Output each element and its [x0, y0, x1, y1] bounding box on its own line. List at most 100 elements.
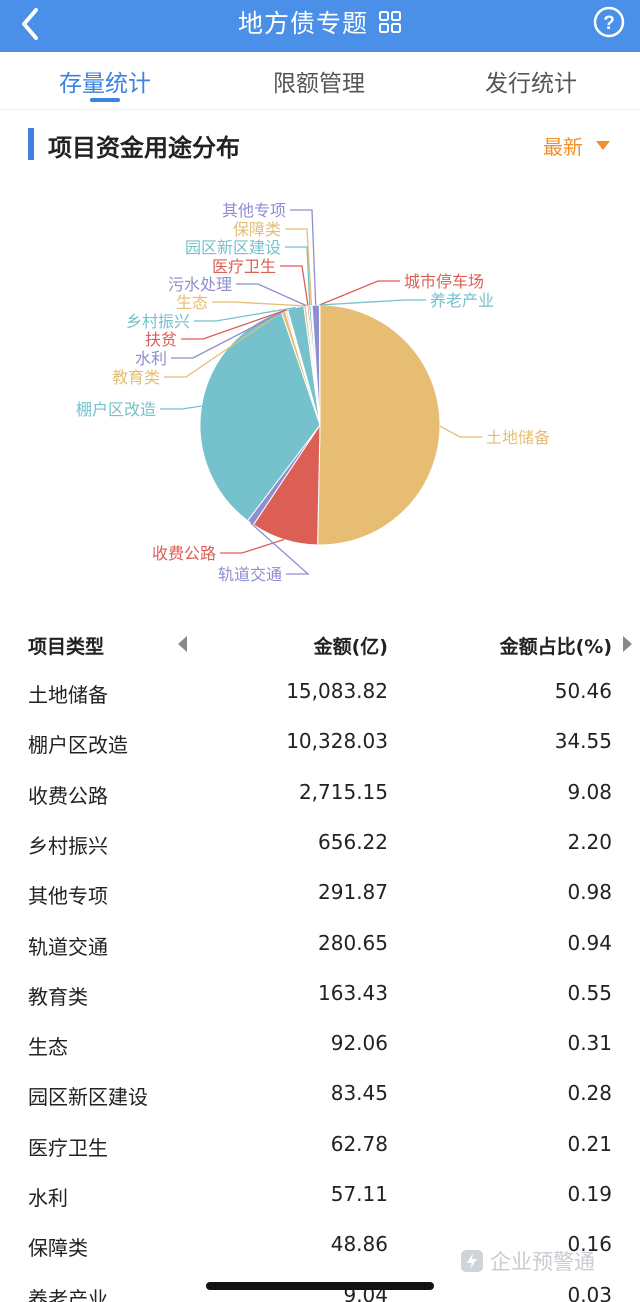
- slice-label-10: 医疗卫生: [212, 257, 276, 276]
- table-row[interactable]: 轨道交通 280.65 0.94: [0, 931, 640, 981]
- project-type-cell: 收费公路: [28, 783, 108, 808]
- svg-text:?: ?: [603, 13, 615, 34]
- leader-line-3: [160, 405, 202, 410]
- percentage-cell: 2.20: [567, 829, 612, 854]
- amount-cell: 10,328.03: [286, 729, 388, 754]
- watermark-text: 企业预警通: [490, 1250, 595, 1274]
- amount-cell: 163.43: [318, 980, 388, 1005]
- leader-line-14: [319, 280, 400, 306]
- tab-issuance-stats[interactable]: 发行统计: [485, 71, 577, 97]
- slice-label-14: 城市停车场: [404, 272, 484, 291]
- leader-line-13: [290, 209, 317, 306]
- leader-line-2: [250, 522, 310, 575]
- slice-label-2: 轨道交通: [218, 565, 282, 584]
- project-type-cell: 水利: [28, 1186, 68, 1210]
- lightning-icon: [461, 1250, 483, 1272]
- amount-cell: 15,083.82: [286, 679, 388, 703]
- slice-label-6: 扶贫: [145, 330, 177, 349]
- table-row[interactable]: 乡村振兴 656.22 2.20: [0, 830, 640, 880]
- chevron-left-icon[interactable]: [14, 6, 50, 42]
- project-type-cell: 养老产业: [28, 1286, 108, 1302]
- slice-label-12: 保障类: [233, 220, 281, 239]
- section-accent-bar: [28, 128, 34, 160]
- question-mark-icon[interactable]: ?: [592, 5, 626, 39]
- page-title: 地方债专题: [237, 9, 368, 38]
- amount-cell: 62.78: [330, 1131, 388, 1156]
- leader-line-8: [212, 301, 306, 307]
- table-row[interactable]: 土地储备 15,083.82 50.46: [0, 679, 640, 729]
- table-row[interactable]: 医疗卫生 62.78 0.21: [0, 1132, 640, 1182]
- percentage-cell: 0.55: [567, 980, 612, 1005]
- project-type-cell: 教育类: [28, 984, 88, 1009]
- percentage-cell: 34.55: [554, 729, 612, 754]
- home-indicator[interactable]: [206, 1282, 434, 1290]
- header-percentage[interactable]: 金额占比(%): [499, 636, 612, 658]
- slice-label-0: 土地储备: [486, 428, 550, 447]
- slice-label-5: 水利: [135, 349, 167, 368]
- percentage-cell: 0.31: [567, 1031, 612, 1056]
- slice-label-15: 养老产业: [430, 291, 494, 310]
- header-project-type[interactable]: 项目类型: [28, 636, 105, 658]
- table-row[interactable]: 棚户区改造 10,328.03 34.55: [0, 729, 640, 779]
- amount-cell: 2,715.15: [298, 779, 388, 804]
- slice-label-1: 收费公路: [152, 544, 216, 563]
- scroll-left-icon[interactable]: [178, 636, 187, 652]
- watermark: 企业预警通: [460, 1246, 595, 1276]
- percentage-cell: 0.98: [567, 880, 612, 905]
- project-type-cell: 土地储备: [28, 683, 108, 707]
- leader-line-1: [220, 538, 285, 554]
- scroll-right-icon[interactable]: [623, 636, 632, 652]
- header-amount[interactable]: 金额(亿): [313, 636, 388, 658]
- project-type-cell: 医疗卫生: [28, 1135, 108, 1160]
- slice-label-11: 园区新区建设: [185, 238, 281, 257]
- project-type-cell: 保障类: [28, 1236, 88, 1261]
- percentage-cell: 9.08: [567, 779, 612, 804]
- table-header: 项目类型 金额(亿) 金额占比(%): [0, 626, 640, 666]
- tab-quota-management[interactable]: 限额管理: [273, 71, 365, 97]
- slice-label-7: 乡村振兴: [126, 312, 190, 331]
- project-type-cell: 生态: [28, 1035, 68, 1060]
- slice-label-8: 生态: [176, 293, 208, 312]
- project-type-cell: 乡村振兴: [28, 833, 108, 858]
- slice-label-3: 棚户区改造: [76, 400, 156, 419]
- tab-stock-stats[interactable]: 存量统计: [59, 71, 151, 97]
- table-row[interactable]: 收费公路 2,715.15 9.08: [0, 780, 640, 830]
- pie-slice-0[interactable]: [317, 304, 441, 546]
- percentage-cell: 0.03: [567, 1282, 612, 1302]
- amount-cell: 48.86: [330, 1232, 388, 1257]
- section-title: 项目资金用途分布: [48, 134, 240, 162]
- table-row[interactable]: 保障类 48.86 0.16: [0, 1232, 640, 1282]
- percentage-cell: 0.94: [567, 930, 612, 955]
- leader-line-6: [181, 308, 288, 340]
- tab-bar: 存量统计 限额管理 发行统计: [0, 52, 640, 110]
- leader-line-4: [164, 310, 284, 378]
- slice-label-4: 教育类: [112, 368, 160, 387]
- table-row[interactable]: 生态 92.06 0.31: [0, 1031, 640, 1081]
- pie-slice-3[interactable]: [199, 310, 321, 522]
- slice-label-9: 污水处理: [168, 275, 232, 294]
- table-row[interactable]: 水利 57.11 0.19: [0, 1182, 640, 1232]
- percentage-cell: 50.46: [554, 679, 612, 703]
- table-row[interactable]: 园区新区建设 83.45 0.28: [0, 1081, 640, 1131]
- project-type-cell: 轨道交通: [28, 934, 108, 959]
- leader-line-15: [319, 299, 426, 306]
- table-row[interactable]: 其他专项 291.87 0.98: [0, 880, 640, 930]
- amount-cell: 291.87: [318, 880, 388, 905]
- filter-dropdown[interactable]: 最新: [543, 135, 583, 159]
- caret-down-icon[interactable]: [596, 141, 610, 150]
- amount-cell: 92.06: [330, 1031, 388, 1056]
- leader-line-9: [236, 283, 307, 307]
- amount-cell: 83.45: [330, 1081, 388, 1106]
- leader-line-11: [285, 246, 311, 306]
- amount-cell: 280.65: [318, 930, 388, 955]
- slice-label-13: 其他专项: [222, 201, 286, 220]
- grid-icon[interactable]: [378, 10, 402, 34]
- percentage-cell: 0.28: [567, 1081, 612, 1106]
- table-row[interactable]: 教育类 163.43 0.55: [0, 981, 640, 1031]
- leader-line-7: [194, 306, 296, 322]
- amount-cell: 57.11: [330, 1182, 388, 1206]
- leader-line-10: [280, 265, 309, 306]
- leader-line-12: [285, 228, 313, 306]
- percentage-cell: 0.16: [567, 1232, 612, 1257]
